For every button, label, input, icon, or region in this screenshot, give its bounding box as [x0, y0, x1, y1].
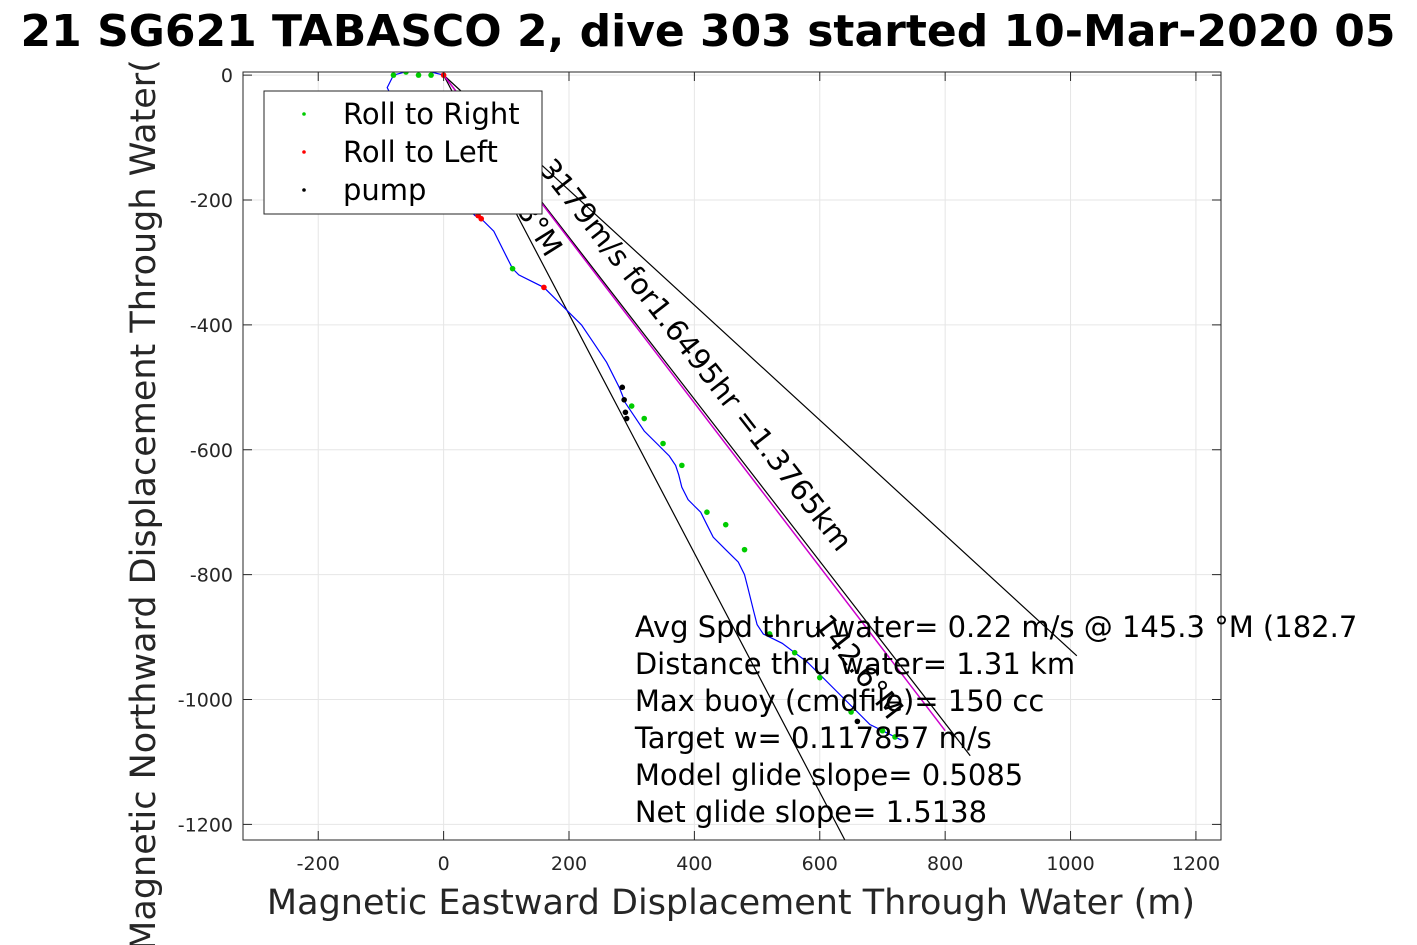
point-roll-to-right	[892, 734, 898, 740]
point-roll-to-right	[509, 265, 516, 272]
x-tick-label: -200	[297, 853, 340, 875]
point-roll-to-right	[791, 649, 798, 656]
y-tick-label: -1200	[178, 814, 233, 836]
gridlines	[243, 72, 1221, 840]
point-roll-to-right	[390, 72, 397, 78]
point-roll-to-right	[879, 727, 886, 734]
y-tick-label: -200	[190, 190, 233, 212]
stats-line: Max buoy (cmdfile)= 150 cc	[635, 684, 1044, 718]
stats-line: Distance thru water= 1.31 km	[635, 647, 1075, 681]
y-tick-label: -800	[190, 565, 233, 587]
y-tick-label: -600	[190, 440, 233, 462]
point-roll-to-right	[428, 72, 434, 78]
x-axis-label: Magnetic Eastward Displacement Through W…	[267, 883, 1195, 923]
legend-marker	[302, 188, 306, 192]
stats-line: Target w= 0.117857 m/s	[634, 721, 992, 755]
point-roll-to-right	[722, 521, 729, 528]
stats-line: Net glide slope= 1.5138	[635, 795, 987, 829]
x-tick-label: 200	[551, 853, 587, 875]
point-roll-to-right	[403, 72, 409, 75]
legend: Roll to Right Roll to Left pump	[263, 90, 543, 215]
point-roll-to-right	[641, 415, 648, 422]
legend-entry: Roll to Right	[343, 97, 520, 131]
point-pump	[619, 384, 626, 391]
stats-line: Model glide slope= 0.5085	[635, 758, 1023, 792]
x-tick-label: 400	[676, 853, 712, 875]
stats-line: Avg Spd thru water= 0.22 m/s @ 145.3 °M …	[635, 610, 1357, 644]
y-tick-label: -1000	[178, 690, 233, 712]
legend-entry: Roll to Left	[343, 135, 498, 169]
legend-marker	[302, 112, 306, 116]
point-roll-to-right	[679, 462, 685, 469]
chart-title: 21 SG621 TABASCO 2, dive 303 started 10-…	[21, 6, 1396, 57]
plot-frame	[242, 71, 1222, 841]
point-roll-to-right	[704, 509, 710, 515]
x-tick-label: 800	[927, 853, 963, 875]
y-tick-label: -400	[190, 315, 233, 337]
point-roll-to-right	[816, 674, 823, 681]
x-tick-label: 1200	[1172, 853, 1220, 875]
x-tick-label: 0	[438, 853, 450, 875]
axis-ticks: -200 0 200 400 600 800 1000 1200 0 -200 -400 -600 -8…	[178, 65, 1221, 875]
legend-entry: pump	[343, 173, 426, 207]
point-pump	[621, 397, 627, 403]
point-pump	[854, 718, 861, 725]
y-tick-label: 0	[221, 65, 233, 87]
point-roll-to-left	[478, 215, 485, 222]
point-roll-to-right	[628, 403, 635, 409]
point-roll-to-right	[741, 546, 748, 553]
point-roll-to-right	[766, 631, 773, 637]
point-roll-to-right	[848, 709, 854, 715]
point-roll-to-left	[541, 284, 547, 291]
path-annotation: 3179m/s for1.6495hr =1.3765km	[532, 152, 859, 557]
point-roll-to-right	[660, 440, 666, 447]
point-roll-to-right	[415, 72, 422, 78]
x-tick-label: 600	[802, 853, 838, 875]
legend-box	[263, 90, 543, 215]
point-pump	[622, 409, 629, 416]
legend-marker	[302, 150, 306, 154]
bearing-guide-line	[443, 74, 1078, 657]
stats-block: Avg Spd thru water= 0.22 m/s @ 145.3 °M …	[634, 610, 1357, 829]
x-tick-label: 1000	[1046, 853, 1094, 875]
point-pump	[623, 415, 630, 422]
y-axis-label: Magnetic Northward Displacement Through …	[124, 59, 164, 945]
